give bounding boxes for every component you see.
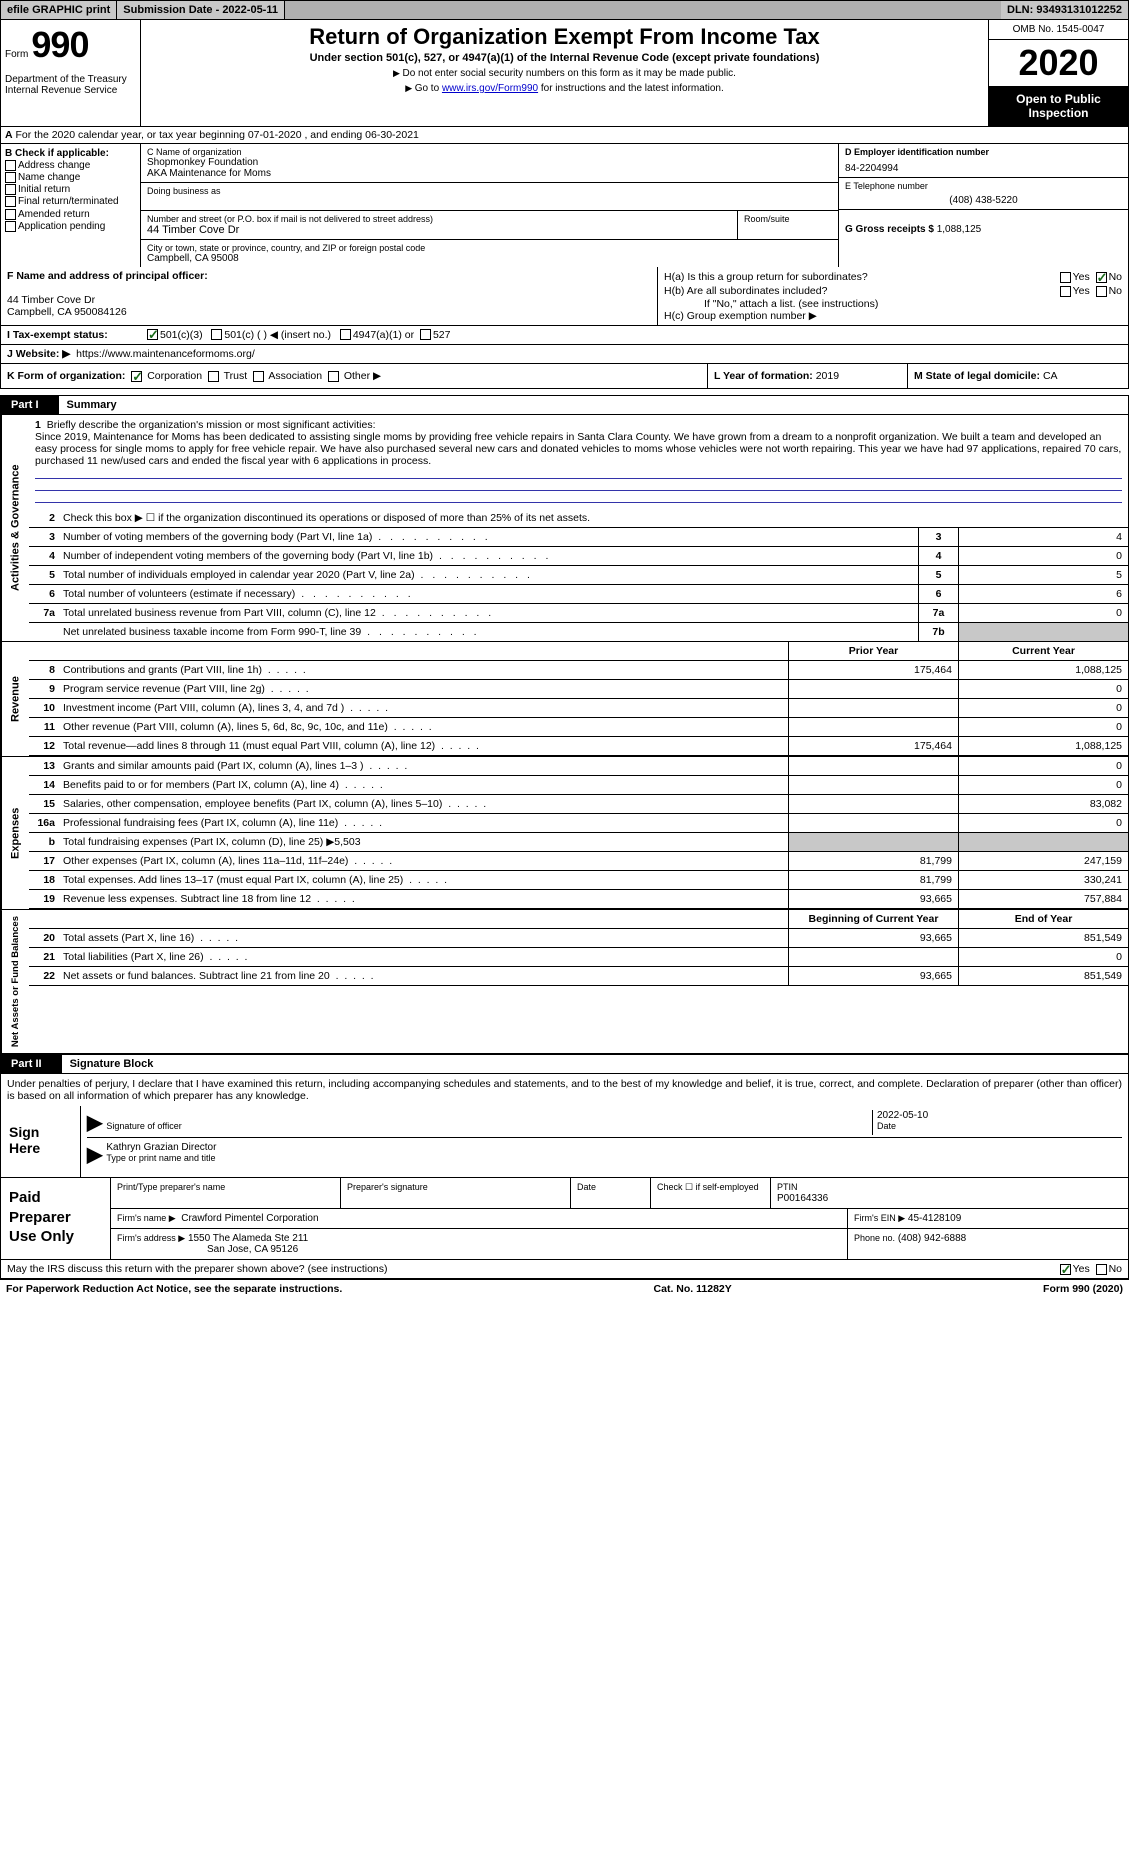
table-row: 15Salaries, other compensation, employee…: [29, 795, 1128, 814]
h-box: H(a) Is this a group return for subordin…: [658, 267, 1128, 325]
irs-link[interactable]: www.irs.gov/Form990: [442, 83, 538, 94]
chk-corp[interactable]: [131, 371, 142, 382]
chk-pending[interactable]: Application pending: [5, 221, 136, 232]
perjury-text: Under penalties of perjury, I declare th…: [0, 1074, 1129, 1106]
table-row: 17Other expenses (Part IX, column (A), l…: [29, 852, 1128, 871]
chk-name[interactable]: Name change: [5, 172, 136, 183]
arrow-icon: ▶: [87, 1110, 106, 1135]
chk-address[interactable]: Address change: [5, 160, 136, 171]
chk-527[interactable]: [420, 329, 431, 340]
omb-number: OMB No. 1545-0047: [989, 20, 1128, 40]
header-mid: Return of Organization Exempt From Incom…: [141, 20, 988, 126]
header-right: OMB No. 1545-0047 2020 Open to Public In…: [988, 20, 1128, 126]
officer-h-row: F Name and address of principal officer:…: [0, 267, 1129, 326]
tax-year: 2020: [989, 40, 1128, 86]
ssn-note: Do not enter social security numbers on …: [149, 68, 980, 79]
form-header: Form 990 Department of the Treasury Inte…: [0, 20, 1129, 127]
table-row: 22Net assets or fund balances. Subtract …: [29, 967, 1128, 986]
chk-assoc[interactable]: [253, 371, 264, 382]
part1-header: Part I Summary: [0, 395, 1129, 415]
discuss-no[interactable]: [1096, 1264, 1107, 1275]
city-cell: City or town, state or province, country…: [141, 240, 838, 267]
officer-box: F Name and address of principal officer:…: [1, 267, 658, 325]
table-row: 8Contributions and grants (Part VIII, li…: [29, 661, 1128, 680]
chk-4947[interactable]: [340, 329, 351, 340]
table-row: 13Grants and similar amounts paid (Part …: [29, 757, 1128, 776]
table-row: 12Total revenue—add lines 8 through 11 (…: [29, 737, 1128, 756]
table-row: 11Other revenue (Part VIII, column (A), …: [29, 718, 1128, 737]
chk-amended[interactable]: Amended return: [5, 209, 136, 220]
revenue-section: Revenue Prior YearCurrent Year 8Contribu…: [0, 642, 1129, 757]
dba-cell: Doing business as: [141, 183, 838, 211]
website-row: J Website: ▶ https://www.maintenanceform…: [0, 345, 1129, 364]
dln: DLN: 93493131012252: [1001, 1, 1128, 19]
col-b: B Check if applicable: Address change Na…: [1, 144, 141, 267]
ein-cell: D Employer identification number 84-2204…: [839, 144, 1128, 178]
table-row: bTotal fundraising expenses (Part IX, co…: [29, 833, 1128, 852]
table-row: 14Benefits paid to or for members (Part …: [29, 776, 1128, 795]
form-of-org-row: K Form of organization: Corporation Trus…: [0, 364, 1129, 389]
org-name-cell: C Name of organization Shopmonkey Founda…: [141, 144, 838, 183]
chk-final[interactable]: Final return/terminated: [5, 196, 136, 207]
discuss-yes[interactable]: [1060, 1264, 1071, 1275]
part2-header: Part II Signature Block: [0, 1054, 1129, 1074]
table-row: 9Program service revenue (Part VIII, lin…: [29, 680, 1128, 699]
street-cell: Number and street (or P.O. box if mail i…: [141, 211, 738, 239]
col-d: D Employer identification number 84-2204…: [838, 144, 1128, 267]
chk-other[interactable]: [328, 371, 339, 382]
table-row: 16aProfessional fundraising fees (Part I…: [29, 814, 1128, 833]
table-row: 10Investment income (Part VIII, column (…: [29, 699, 1128, 718]
top-bar: efile GRAPHIC print Submission Date - 20…: [0, 0, 1129, 20]
form-number: 990: [31, 24, 88, 65]
department: Department of the Treasury Internal Reve…: [5, 74, 136, 96]
tel-cell: E Telephone number (408) 438-5220: [839, 178, 1128, 210]
arrow-icon: ▶: [87, 1142, 106, 1167]
form-title: Return of Organization Exempt From Incom…: [149, 24, 980, 50]
section-a: A For the 2020 calendar year, or tax yea…: [0, 127, 1129, 144]
form-word: Form: [5, 49, 28, 60]
room-cell: Room/suite: [738, 211, 838, 239]
submission-date: Submission Date - 2022-05-11: [117, 1, 285, 19]
gross-cell: G Gross receipts $ 1,088,125: [839, 210, 1128, 267]
efile-label: efile GRAPHIC print: [1, 1, 117, 19]
open-public: Open to Public Inspection: [989, 86, 1128, 126]
table-row: 21Total liabilities (Part X, line 26) . …: [29, 948, 1128, 967]
chk-501c[interactable]: [211, 329, 222, 340]
form-subtitle: Under section 501(c), 527, or 4947(a)(1)…: [149, 52, 980, 64]
table-row: 20Total assets (Part X, line 16) . . . .…: [29, 929, 1128, 948]
tax-status-row: I Tax-exempt status: 501(c)(3) 501(c) ( …: [0, 326, 1129, 345]
netassets-section: Net Assets or Fund Balances Beginning of…: [0, 910, 1129, 1054]
paid-preparer-block: Paid Preparer Use Only Print/Type prepar…: [0, 1178, 1129, 1260]
expenses-section: Expenses 13Grants and similar amounts pa…: [0, 757, 1129, 910]
table-row: 18Total expenses. Add lines 13–17 (must …: [29, 871, 1128, 890]
sign-here-block: Sign Here ▶ Signature of officer 2022-05…: [0, 1106, 1129, 1178]
chk-initial[interactable]: Initial return: [5, 184, 136, 195]
goto-note: Go to www.irs.gov/Form990 for instructio…: [149, 83, 980, 94]
discuss-row: May the IRS discuss this return with the…: [0, 1260, 1129, 1279]
info-grid: B Check if applicable: Address change Na…: [0, 144, 1129, 267]
chk-trust[interactable]: [208, 371, 219, 382]
mission-block: 1 Briefly describe the organization's mi…: [29, 415, 1128, 509]
header-left: Form 990 Department of the Treasury Inte…: [1, 20, 141, 126]
footer: For Paperwork Reduction Act Notice, see …: [0, 1279, 1129, 1298]
activities-governance: Activities & Governance 1 Briefly descri…: [0, 415, 1129, 642]
chk-501c3[interactable]: [147, 329, 158, 340]
table-row: 19Revenue less expenses. Subtract line 1…: [29, 890, 1128, 909]
col-c: C Name of organization Shopmonkey Founda…: [141, 144, 838, 267]
